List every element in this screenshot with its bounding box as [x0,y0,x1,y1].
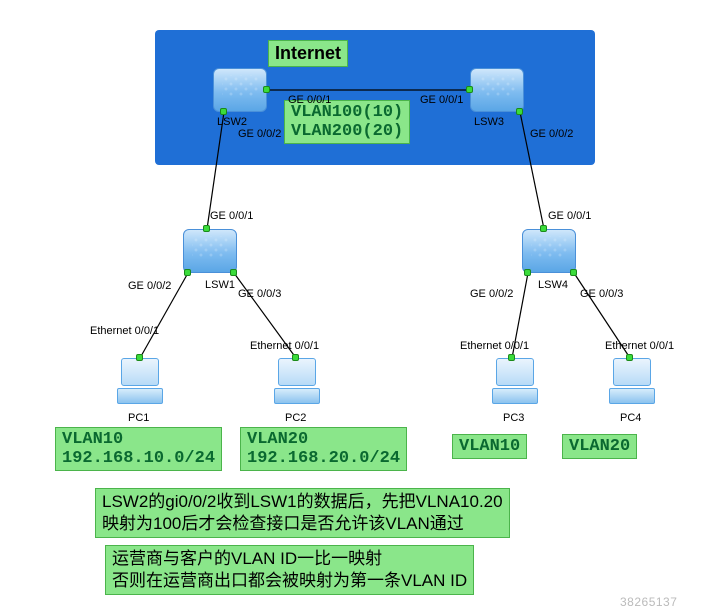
port-label: GE 0/0/1 [420,94,463,106]
vlan-pc2-net: 192.168.20.0/24 [247,449,400,468]
port-dot [540,225,547,232]
port-label: GE 0/0/3 [580,288,623,300]
port-dot [524,269,531,276]
port-dot [508,354,515,361]
port-label: GE 0/0/1 [210,210,253,222]
watermark: 38265137 [620,595,677,609]
label-pc4: PC4 [620,412,641,424]
vlan-pc1-net: 192.168.10.0/24 [62,449,215,468]
port-dot [203,225,210,232]
port-dot [292,354,299,361]
vlan-box-pc2: VLAN20 192.168.20.0/24 [240,427,407,471]
diagram-canvas: Internet VLAN100(10) VLAN200(20) LSW2 LS… [0,0,702,611]
port-label: GE 0/0/2 [470,288,513,300]
vlan-pc4-id: VLAN20 [569,437,630,456]
port-dot [466,86,473,93]
port-dot [136,354,143,361]
switch-lsw1 [183,229,237,273]
vlan-box-pc4: VLAN20 [562,434,637,459]
port-label: GE 0/0/2 [530,128,573,140]
switch-lsw3 [470,68,524,112]
port-label: Ethernet 0/0/1 [250,340,319,352]
cloud-vlan-line2: VLAN200(20) [291,122,403,141]
note-2-line2: 否则在运营商出口都会被映射为第一条VLAN ID [112,570,467,592]
vlan-pc3-id: VLAN10 [459,437,520,456]
port-label: GE 0/0/2 [238,128,281,140]
note-1-line2: 映射为100后才会检查接口是否允许该VLAN通过 [102,513,503,535]
note-2-line1: 运营商与客户的VLAN ID一比一映射 [112,548,467,570]
port-label: Ethernet 0/0/1 [605,340,674,352]
label-lsw2: LSW2 [217,116,247,128]
note-1-line1: LSW2的gi0/0/2收到LSW1的数据后，先把VLNA10.20 [102,491,503,513]
label-lsw4: LSW4 [538,279,568,291]
cloud-vlan-box: VLAN100(10) VLAN200(20) [284,100,410,144]
port-dot [570,269,577,276]
label-pc1: PC1 [128,412,149,424]
label-lsw1: LSW1 [205,279,235,291]
port-label: GE 0/0/2 [128,280,171,292]
port-dot [626,354,633,361]
pc3 [490,358,540,408]
port-dot [220,108,227,115]
port-dot [516,108,523,115]
note-1: LSW2的gi0/0/2收到LSW1的数据后，先把VLNA10.20 映射为10… [95,488,510,538]
internet-title: Internet [268,40,348,67]
port-label: Ethernet 0/0/1 [460,340,529,352]
label-pc3: PC3 [503,412,524,424]
port-dot [184,269,191,276]
vlan-box-pc3: VLAN10 [452,434,527,459]
pc4 [607,358,657,408]
port-label: GE 0/0/1 [548,210,591,222]
vlan-box-pc1: VLAN10 192.168.10.0/24 [55,427,222,471]
vlan-pc2-id: VLAN20 [247,430,400,449]
port-label: GE 0/0/3 [238,288,281,300]
pc1 [115,358,165,408]
port-dot [230,269,237,276]
label-lsw3: LSW3 [474,116,504,128]
port-label: GE 0/0/1 [288,94,331,106]
switch-lsw4 [522,229,576,273]
port-label: Ethernet 0/0/1 [90,325,159,337]
label-pc2: PC2 [285,412,306,424]
port-dot [263,86,270,93]
pc2 [272,358,322,408]
note-2: 运营商与客户的VLAN ID一比一映射 否则在运营商出口都会被映射为第一条VLA… [105,545,474,595]
switch-lsw2 [213,68,267,112]
vlan-pc1-id: VLAN10 [62,430,215,449]
